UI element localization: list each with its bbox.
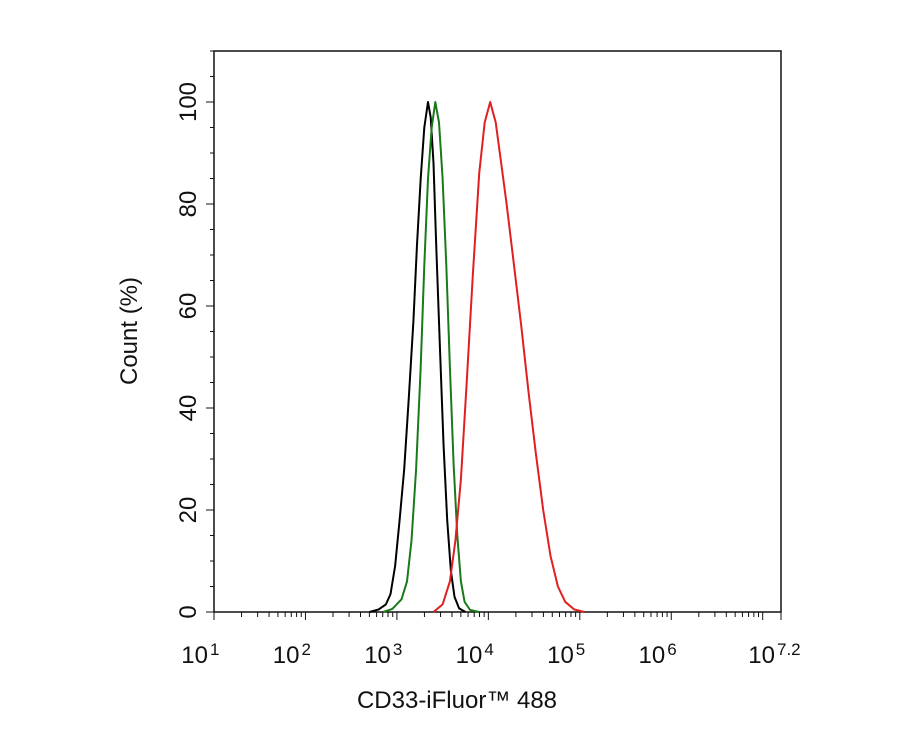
x-tick-exponent: 4 bbox=[484, 640, 493, 659]
x-tick-exponent: 2 bbox=[301, 640, 310, 659]
y-tick-label: 80 bbox=[175, 191, 202, 218]
y-tick-label: 100 bbox=[175, 82, 202, 122]
x-tick-base: 10 bbox=[748, 642, 775, 669]
y-axis-label: Count (%) bbox=[116, 277, 143, 385]
y-tick-label: 60 bbox=[175, 293, 202, 320]
y-tick-label: 0 bbox=[175, 605, 202, 618]
x-tick-base: 10 bbox=[181, 642, 208, 669]
x-tick-base: 10 bbox=[547, 642, 574, 669]
series-layer bbox=[369, 101, 585, 613]
x-tick-base: 10 bbox=[364, 642, 391, 669]
x-axis-ticks: 10 1 10 2 10 3 10 4 10 5 10 6 10 7.2 bbox=[181, 612, 801, 669]
x-tick-base: 10 bbox=[273, 642, 300, 669]
x-axis-label: CD33-iFluor™ 488 bbox=[357, 687, 557, 714]
histogram-series-2 bbox=[382, 101, 480, 613]
x-tick-exponent: 3 bbox=[393, 640, 402, 659]
x-tick-exponent: 7.2 bbox=[777, 640, 801, 659]
y-tick-label: 20 bbox=[175, 497, 202, 524]
histogram-series-1 bbox=[369, 101, 466, 613]
x-tick-exponent: 6 bbox=[667, 640, 676, 659]
x-tick-base: 10 bbox=[639, 642, 666, 669]
x-tick-base: 10 bbox=[456, 642, 483, 669]
x-tick-exponent: 1 bbox=[210, 640, 219, 659]
histogram-series-3 bbox=[432, 101, 585, 613]
y-axis-ticks: 0 20 40 60 80 100 bbox=[175, 50, 214, 619]
x-tick-exponent: 5 bbox=[576, 640, 585, 659]
y-tick-label: 40 bbox=[175, 395, 202, 422]
